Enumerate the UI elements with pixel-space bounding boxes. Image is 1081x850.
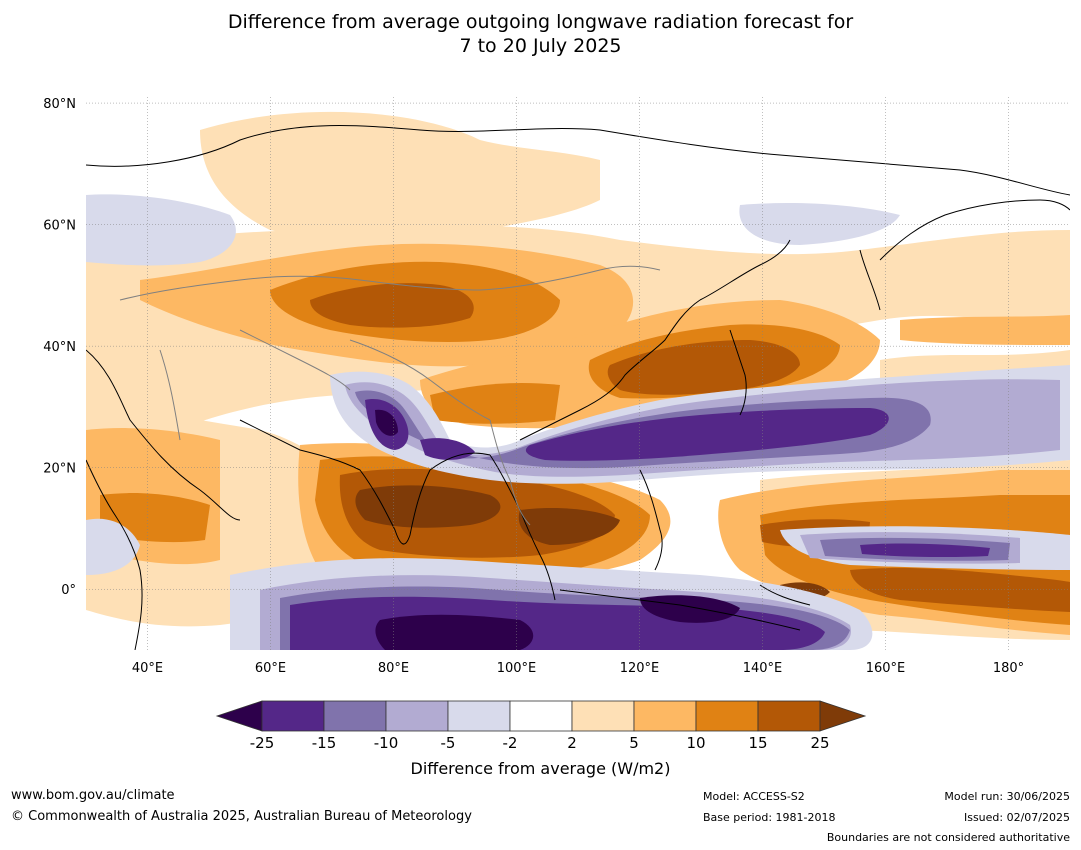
colorbar-segment xyxy=(323,700,387,732)
longitude-label: 140°E xyxy=(743,661,783,676)
colorbar-under-arrow xyxy=(215,700,263,732)
copyright-text: © Commonwealth of Australia 2025, Austra… xyxy=(11,809,472,824)
anomaly-region xyxy=(375,614,534,650)
anomaly-region xyxy=(525,408,889,461)
anomaly-region xyxy=(430,383,560,424)
anomaly-region xyxy=(355,485,501,528)
longitude-label: 120°E xyxy=(620,661,660,676)
longitude-label: 40°E xyxy=(132,661,163,676)
colorbar-segment xyxy=(571,700,635,732)
model-run-date: Model run: 30/06/2025 xyxy=(944,790,1070,803)
colorbar-segment xyxy=(695,700,759,732)
longitude-label: 60°E xyxy=(255,661,286,676)
anomaly-region xyxy=(739,203,900,245)
anomaly-region xyxy=(607,340,800,395)
website-link[interactable]: www.bom.gov.au/climate xyxy=(11,788,175,803)
country-borders xyxy=(119,265,661,526)
anomaly-region xyxy=(200,111,600,245)
colorbar-tick: -15 xyxy=(312,734,337,752)
longitude-label: 160°E xyxy=(866,661,906,676)
latitude-label: 40°N xyxy=(43,340,76,355)
colorbar-label: Difference from average (W/m2) xyxy=(410,759,671,778)
colorbar-tick: -10 xyxy=(374,734,399,752)
anomaly-region xyxy=(640,595,740,623)
colorbar-segment xyxy=(633,700,697,732)
model-name: Model: ACCESS-S2 xyxy=(703,790,805,803)
base-period: Base period: 1981-2018 xyxy=(703,811,836,824)
colorbar-tick: 5 xyxy=(629,734,639,752)
colorbar-tick: -2 xyxy=(503,734,518,752)
colorbar-tick: -25 xyxy=(250,734,275,752)
anomaly-region xyxy=(850,567,1070,612)
colorbar-segment xyxy=(509,700,573,732)
colorbar-segment xyxy=(447,700,511,732)
longitude-label: 80°E xyxy=(378,661,409,676)
colorbar-tick: 10 xyxy=(686,734,705,752)
colorbar-over-arrow xyxy=(819,700,867,732)
colorbar xyxy=(215,700,867,732)
colorbar-tick: 2 xyxy=(567,734,577,752)
anomaly-region xyxy=(86,194,236,266)
latitude-label: 20°N xyxy=(43,462,76,477)
chart-title: Difference from average outgoing longwav… xyxy=(0,10,1081,58)
latitude-label: 0° xyxy=(61,583,76,598)
anomaly-region xyxy=(310,283,474,328)
anomaly-region xyxy=(900,315,1070,345)
map-gridlines xyxy=(86,97,1070,650)
latitude-labels: 80°N 60°N 40°N 20°N 0° xyxy=(43,97,76,598)
longitude-labels: 40°E 60°E 80°E 100°E 120°E 140°E 160°E 180° xyxy=(132,661,1024,676)
colorbar-tick-labels: -25 -15 -10 -5 -2 2 5 10 15 25 xyxy=(250,734,830,752)
colorbar-segment xyxy=(385,700,449,732)
anomaly-field xyxy=(86,97,1070,650)
colorbar-tick: 25 xyxy=(810,734,829,752)
anomaly-region xyxy=(375,409,398,436)
longitude-label: 180° xyxy=(993,661,1024,676)
colorbar-segment xyxy=(261,700,325,732)
anomaly-region xyxy=(860,543,990,558)
latitude-label: 60°N xyxy=(43,219,76,234)
title-line-1: Difference from average outgoing longwav… xyxy=(227,11,854,33)
title-line-2: 7 to 20 July 2025 xyxy=(459,35,622,57)
anomaly-region xyxy=(86,518,140,575)
colorbar-tick: 15 xyxy=(748,734,767,752)
latitude-label: 80°N xyxy=(43,97,76,112)
coastlines xyxy=(86,125,1070,650)
colorbar-tick: -5 xyxy=(441,734,456,752)
longitude-label: 100°E xyxy=(497,661,537,676)
anomaly-region xyxy=(518,508,620,545)
boundaries-disclaimer: Boundaries are not considered authoritat… xyxy=(826,831,1070,844)
issued-date: Issued: 02/07/2025 xyxy=(963,811,1070,824)
colorbar-segment xyxy=(757,700,821,732)
